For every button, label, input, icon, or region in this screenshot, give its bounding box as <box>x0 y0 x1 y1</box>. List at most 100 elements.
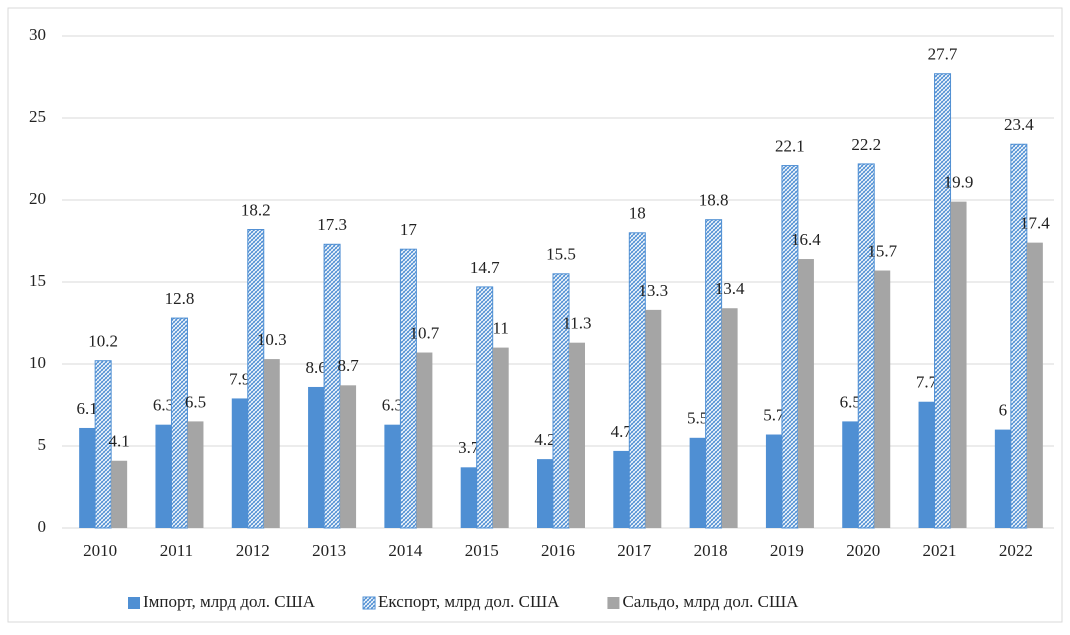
bar <box>537 459 553 528</box>
bar <box>476 286 494 529</box>
legend-swatch <box>128 597 140 609</box>
x-tick-label: 2019 <box>770 541 804 560</box>
legend-label: Імпорт, млрд дол. США <box>143 592 316 611</box>
y-tick-label: 20 <box>29 189 46 208</box>
data-label: 8.7 <box>337 356 359 375</box>
data-label: 13.4 <box>715 279 745 298</box>
data-label: 6.3 <box>382 396 403 415</box>
y-tick-label: 15 <box>29 271 46 290</box>
data-label: 8.6 <box>305 358 326 377</box>
data-label: 10.3 <box>257 330 287 349</box>
x-tick-label: 2010 <box>83 541 117 560</box>
data-label: 17.3 <box>317 215 347 234</box>
bar <box>187 421 204 528</box>
bar <box>94 360 112 529</box>
bar <box>781 165 799 529</box>
bar <box>340 385 357 528</box>
bar <box>155 424 172 528</box>
data-label: 11.3 <box>562 314 591 333</box>
legend-swatch <box>362 596 376 610</box>
data-label: 18.8 <box>699 191 729 210</box>
bar <box>950 201 967 528</box>
bar <box>460 467 477 528</box>
bar <box>111 460 128 528</box>
bar <box>399 248 417 529</box>
data-label: 7.7 <box>916 373 938 392</box>
data-label: 5.7 <box>763 405 785 424</box>
bar <box>170 317 188 529</box>
x-tick-label: 2012 <box>236 541 270 560</box>
x-tick-label: 2013 <box>312 541 346 560</box>
data-label: 22.2 <box>851 135 881 154</box>
bar <box>1010 143 1028 529</box>
y-tick-label: 5 <box>38 435 47 454</box>
x-tick-label: 2016 <box>541 541 575 560</box>
y-tick-label: 10 <box>29 353 46 372</box>
legend-swatch <box>607 597 620 609</box>
bar <box>994 429 1011 528</box>
bar <box>645 309 662 528</box>
data-label: 27.7 <box>928 45 958 64</box>
data-label: 6.5 <box>185 392 206 411</box>
bar <box>857 163 875 529</box>
data-label: 14.7 <box>470 258 500 277</box>
data-label: 10.2 <box>88 332 118 351</box>
bar <box>874 270 891 528</box>
data-label: 5.5 <box>687 409 708 428</box>
bar <box>492 347 509 528</box>
x-tick-label: 2022 <box>999 541 1033 560</box>
bar <box>263 359 280 528</box>
bar <box>765 434 782 528</box>
bar <box>705 219 723 529</box>
data-label: 7.9 <box>229 369 250 388</box>
bar <box>247 229 265 529</box>
data-label: 4.1 <box>109 432 130 451</box>
data-label: 6.5 <box>840 392 861 411</box>
y-tick-label: 0 <box>38 517 47 536</box>
bar <box>231 398 248 528</box>
x-tick-label: 2014 <box>388 541 423 560</box>
bar <box>934 73 952 529</box>
data-label: 17.4 <box>1020 214 1050 233</box>
y-tick-label: 30 <box>29 25 46 44</box>
bar <box>552 273 570 529</box>
x-tick-label: 2020 <box>846 541 880 560</box>
data-label: 4.2 <box>534 430 555 449</box>
data-label: 6.1 <box>77 399 98 418</box>
bar <box>918 401 935 528</box>
bar <box>842 421 859 528</box>
data-label: 22.1 <box>775 136 805 155</box>
data-label: 16.4 <box>791 230 821 249</box>
bar <box>721 308 738 528</box>
bar <box>613 450 630 528</box>
chart-frame <box>7 7 1063 623</box>
x-tick-label: 2018 <box>694 541 728 560</box>
data-label: 6 <box>999 401 1008 420</box>
data-label: 10.7 <box>410 323 440 342</box>
bar <box>79 427 96 528</box>
bar <box>323 243 341 529</box>
data-label: 4.7 <box>611 422 633 441</box>
data-label: 18.2 <box>241 200 271 219</box>
data-label: 11 <box>493 319 509 338</box>
data-label: 15.5 <box>546 245 576 264</box>
data-label: 18 <box>629 204 646 223</box>
bar <box>416 352 433 528</box>
legend-label: Сальдо, млрд дол. США <box>622 592 799 611</box>
x-tick-label: 2011 <box>160 541 193 560</box>
bar <box>628 232 646 529</box>
bar <box>308 386 325 528</box>
legend-label: Експорт, млрд дол. США <box>378 592 560 611</box>
bar <box>569 342 585 528</box>
bar <box>1026 242 1043 528</box>
y-tick-label: 25 <box>29 107 46 126</box>
data-label: 17 <box>400 220 418 239</box>
data-label: 19.9 <box>944 173 974 192</box>
data-label: 23.4 <box>1004 115 1034 134</box>
data-label: 15.7 <box>867 241 897 260</box>
x-tick-label: 2017 <box>617 541 652 560</box>
data-label: 13.3 <box>638 281 668 300</box>
x-tick-label: 2015 <box>465 541 499 560</box>
x-tick-label: 2021 <box>923 541 957 560</box>
